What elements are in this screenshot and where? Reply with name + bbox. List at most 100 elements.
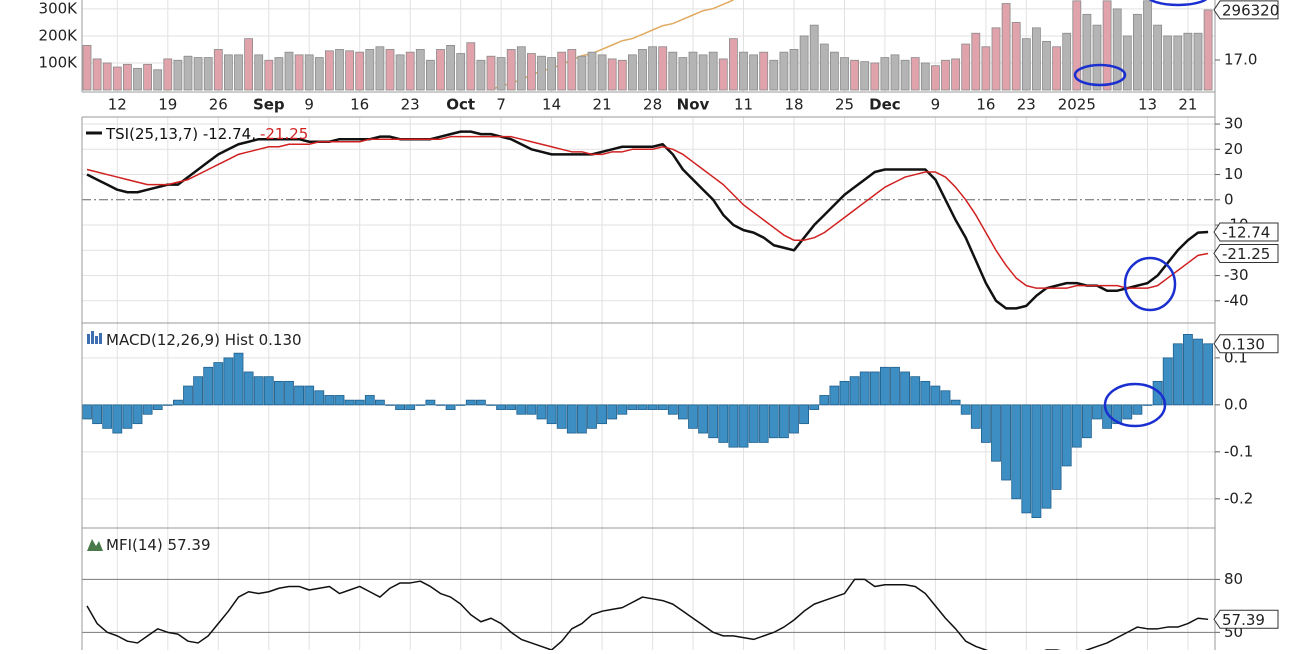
bar: [759, 51, 769, 91]
legend-entry: MFI(14) 57.39: [106, 536, 211, 554]
bar: [708, 404, 719, 439]
y-tick-label: -0.2: [1224, 489, 1253, 507]
bar: [314, 57, 324, 91]
bar: [1143, 0, 1152, 91]
last-value-box: 0.130: [1213, 334, 1279, 354]
bar: [637, 404, 648, 410]
bar: [880, 57, 890, 91]
bar: [82, 404, 92, 420]
bar: [162, 404, 173, 406]
bar: [587, 404, 597, 429]
bar: [860, 61, 870, 91]
bar: [768, 404, 779, 439]
bar: [486, 55, 496, 91]
bar: [859, 371, 870, 406]
bar: [1133, 13, 1142, 91]
bar: [455, 404, 466, 406]
bar: [688, 404, 698, 429]
bar: [617, 404, 628, 415]
bar: [1082, 404, 1092, 439]
bar: [405, 51, 415, 91]
bar: [748, 404, 759, 443]
bar: [1071, 404, 1082, 448]
bar: [537, 55, 546, 91]
bar: [940, 390, 951, 406]
x-tick-label: 16: [350, 96, 369, 114]
bar: [880, 366, 890, 406]
bar: [314, 390, 325, 406]
bar: [566, 404, 577, 434]
macd-icon: [87, 331, 102, 344]
bar: [900, 371, 910, 406]
bar: [284, 51, 294, 91]
x-tick-label: 7: [496, 96, 506, 114]
bar: [587, 51, 597, 91]
last-value-frame: [1213, 222, 1279, 242]
bar: [92, 58, 102, 91]
bar: [1032, 27, 1041, 91]
bar: [667, 404, 678, 415]
bar: [628, 54, 637, 91]
x-tick-label: Dec: [869, 96, 901, 114]
bar: [526, 404, 537, 415]
marks-layer: [82, 0, 1213, 650]
bar: [516, 46, 526, 91]
bar: [334, 395, 345, 406]
bar: [1183, 333, 1193, 406]
bar: [446, 45, 456, 91]
x-tick-label: 12: [108, 96, 127, 114]
bar: [92, 404, 102, 425]
bar: [950, 399, 961, 406]
y-tick-label: 20: [1224, 140, 1243, 158]
bar: [132, 404, 143, 425]
bar: [698, 54, 708, 91]
y-tick-label: 0.0: [1224, 395, 1248, 413]
y-tick-label: -30: [1224, 266, 1249, 284]
x-tick-label: 2025: [1058, 96, 1096, 114]
bar: [647, 404, 658, 410]
bar: [1092, 24, 1102, 91]
bar: [354, 399, 365, 406]
last-value-box: -12.74: [1213, 222, 1279, 242]
bar: [779, 404, 789, 439]
bar: [304, 385, 315, 406]
bar: [345, 50, 355, 91]
legend-entry: -21.25: [260, 125, 308, 143]
bar: [547, 57, 556, 91]
bar: [456, 53, 466, 91]
bar: [648, 46, 657, 91]
bar: [567, 49, 577, 91]
bar: [789, 49, 799, 91]
last-value-label: 296320: [1222, 1, 1279, 19]
bar: [991, 404, 1001, 462]
bar: [556, 404, 567, 429]
bar: [718, 58, 728, 91]
bar: [234, 54, 243, 91]
bar: [213, 49, 223, 91]
bar: [395, 54, 405, 91]
bar: [395, 404, 406, 410]
highlight-circle: [1148, 0, 1208, 7]
bar: [1122, 404, 1133, 420]
bar: [133, 67, 142, 91]
x-tick-label: 14: [542, 96, 561, 114]
bar: [799, 404, 809, 425]
bar: [920, 380, 931, 406]
bar: [516, 404, 527, 415]
bar: [931, 65, 940, 91]
bar: [729, 38, 738, 91]
series-line: [86, 130, 1209, 310]
last-value-frame: [1213, 0, 1279, 20]
bar: [254, 54, 264, 91]
y-tick-label: 100K: [39, 53, 79, 71]
bar: [658, 46, 668, 91]
bar: [597, 54, 607, 91]
bar: [1061, 404, 1072, 467]
bar: [1031, 404, 1042, 519]
bar: [1193, 338, 1203, 406]
bar: [284, 380, 294, 406]
bar: [749, 54, 758, 91]
bar: [253, 376, 264, 406]
last-value-label: 0.130: [1222, 335, 1265, 353]
bar: [819, 395, 830, 406]
